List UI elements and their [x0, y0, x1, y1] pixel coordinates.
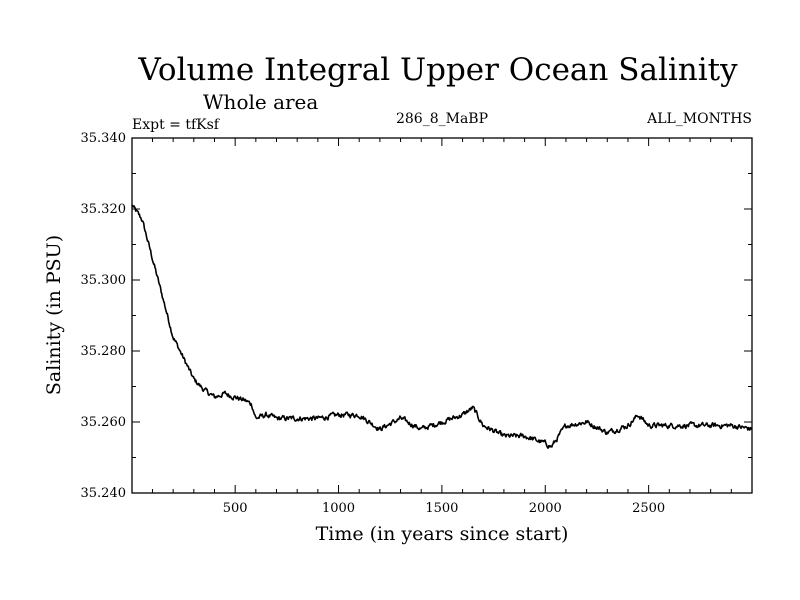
x-tick-label: 2000 — [529, 501, 562, 516]
series-group — [131, 204, 753, 449]
experiment-label: Expt = tfKsf — [132, 117, 221, 133]
y-tick-label: 35.280 — [81, 344, 127, 359]
period-label: ALL_MONTHS — [646, 111, 752, 127]
y-tick-label: 35.320 — [81, 202, 127, 217]
x-tick-label: 1500 — [425, 501, 458, 516]
salinity-series-line — [131, 204, 753, 449]
plot-frame — [131, 137, 753, 494]
y-tick-label: 35.300 — [81, 273, 127, 288]
y-axis-label: Salinity (in PSU) — [43, 235, 65, 395]
chart-title: Volume Integral Upper Ocean Salinity — [137, 52, 738, 88]
y-tick-label: 35.340 — [81, 131, 127, 146]
x-tick-label: 2500 — [632, 501, 665, 516]
x-axis-label: Time (in years since start) — [316, 523, 569, 545]
y-axis-ticks: 35.240 35.260 35.280 35.300 35.320 35.340 — [81, 131, 752, 501]
x-tick-label: 500 — [223, 501, 248, 516]
chart-subtitle: Whole area — [203, 90, 318, 114]
run-id-label: 286_8_MaBP — [396, 111, 488, 127]
y-tick-label: 35.240 — [81, 486, 127, 501]
x-tick-label: 1000 — [322, 501, 355, 516]
y-tick-label: 35.260 — [81, 415, 127, 430]
x-axis-ticks: 500 1000 1500 2000 2500 — [151, 138, 732, 516]
